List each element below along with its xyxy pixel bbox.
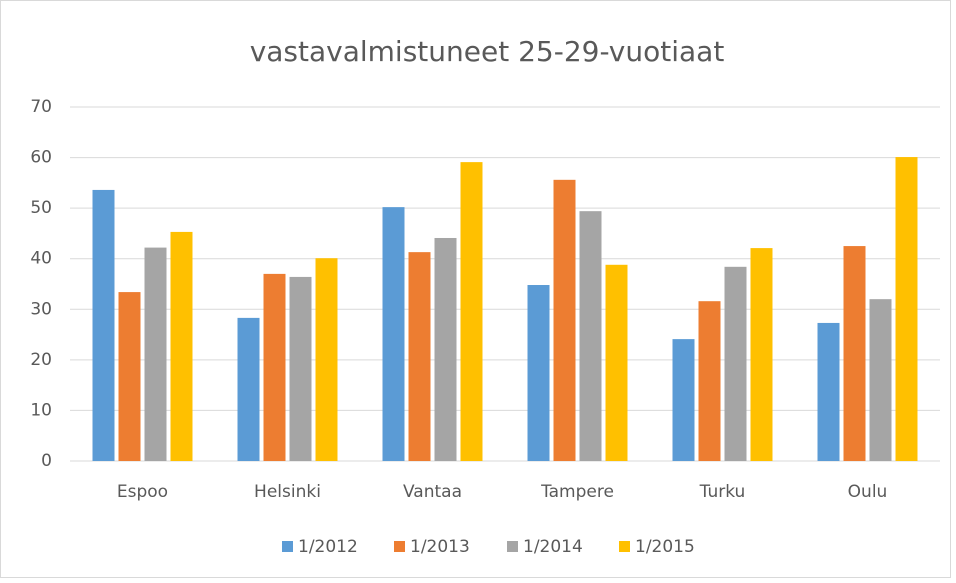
y-tick-label: 30 xyxy=(30,299,52,319)
bar xyxy=(869,299,892,461)
bar xyxy=(698,301,721,461)
legend-label: 1/2013 xyxy=(410,537,470,557)
x-tick-label: Turku xyxy=(699,482,746,502)
bar xyxy=(408,252,431,461)
bar xyxy=(843,246,866,461)
bar xyxy=(605,264,628,461)
legend-swatch xyxy=(619,541,630,552)
legend-swatch xyxy=(282,541,293,552)
bar xyxy=(92,189,115,462)
bar xyxy=(382,207,405,461)
legend-swatch xyxy=(507,541,518,552)
y-tick-label: 60 xyxy=(30,148,52,168)
legend-label: 1/2012 xyxy=(298,537,358,557)
y-tick-label: 70 xyxy=(30,97,52,117)
chart-title: vastavalmistuneet 25-29-vuotiaat xyxy=(250,35,725,68)
bar xyxy=(579,211,602,461)
bar xyxy=(895,157,918,461)
bar xyxy=(434,237,457,461)
legend-label: 1/2015 xyxy=(635,537,695,557)
bar xyxy=(817,322,840,461)
bar xyxy=(237,317,260,461)
x-tick-label: Espoo xyxy=(117,482,168,502)
x-tick-label: Oulu xyxy=(848,482,888,502)
y-tick-label: 40 xyxy=(30,249,52,269)
bar xyxy=(724,266,747,461)
y-tick-label: 0 xyxy=(41,451,52,471)
y-tick-label: 10 xyxy=(30,400,52,420)
bar xyxy=(460,162,483,461)
bar xyxy=(263,273,286,461)
bar xyxy=(315,258,338,461)
x-tick-label: Vantaa xyxy=(403,482,462,502)
bar xyxy=(553,179,576,461)
y-tick-label: 20 xyxy=(30,350,52,370)
x-tick-label: Tampere xyxy=(540,482,614,502)
bar xyxy=(144,247,167,461)
bar xyxy=(750,248,773,461)
legend-swatch xyxy=(394,541,405,552)
x-tick-label: Helsinki xyxy=(254,482,321,502)
bar xyxy=(527,285,550,461)
bar xyxy=(289,276,312,461)
legend-label: 1/2014 xyxy=(523,537,583,557)
bar xyxy=(170,231,193,461)
bar xyxy=(672,339,695,461)
bar xyxy=(118,292,141,461)
y-tick-label: 50 xyxy=(30,198,52,218)
